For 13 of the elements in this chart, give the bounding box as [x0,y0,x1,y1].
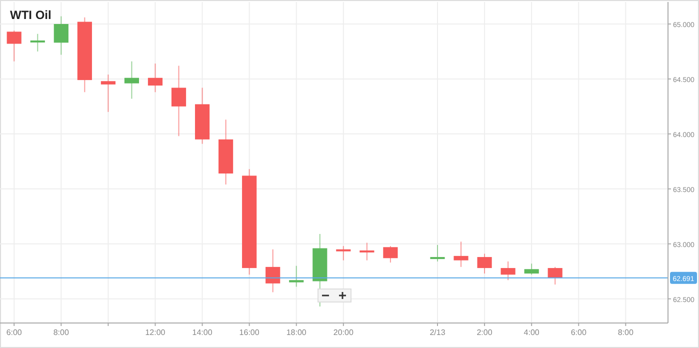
x-tick-label: 16:00 [239,328,260,337]
x-tick-label: 12:00 [145,328,166,337]
text: WTI Oil [10,8,52,22]
x-tick-label: 14:00 [192,328,213,337]
x-tick-label: 8:00 [53,328,70,337]
x-tick-label: 2/13 [430,328,446,337]
x-tick-label: 20:00 [333,328,354,337]
x-tick-label: 2:00 [476,328,493,337]
x-tick-label: 6:00 [570,328,587,337]
x-tick-label: 18:00 [286,328,307,337]
x-tick-label: 6:00 [6,328,22,337]
x-tick-label: 8:00 [618,328,634,337]
x-tick-label: 4:00 [524,328,540,337]
